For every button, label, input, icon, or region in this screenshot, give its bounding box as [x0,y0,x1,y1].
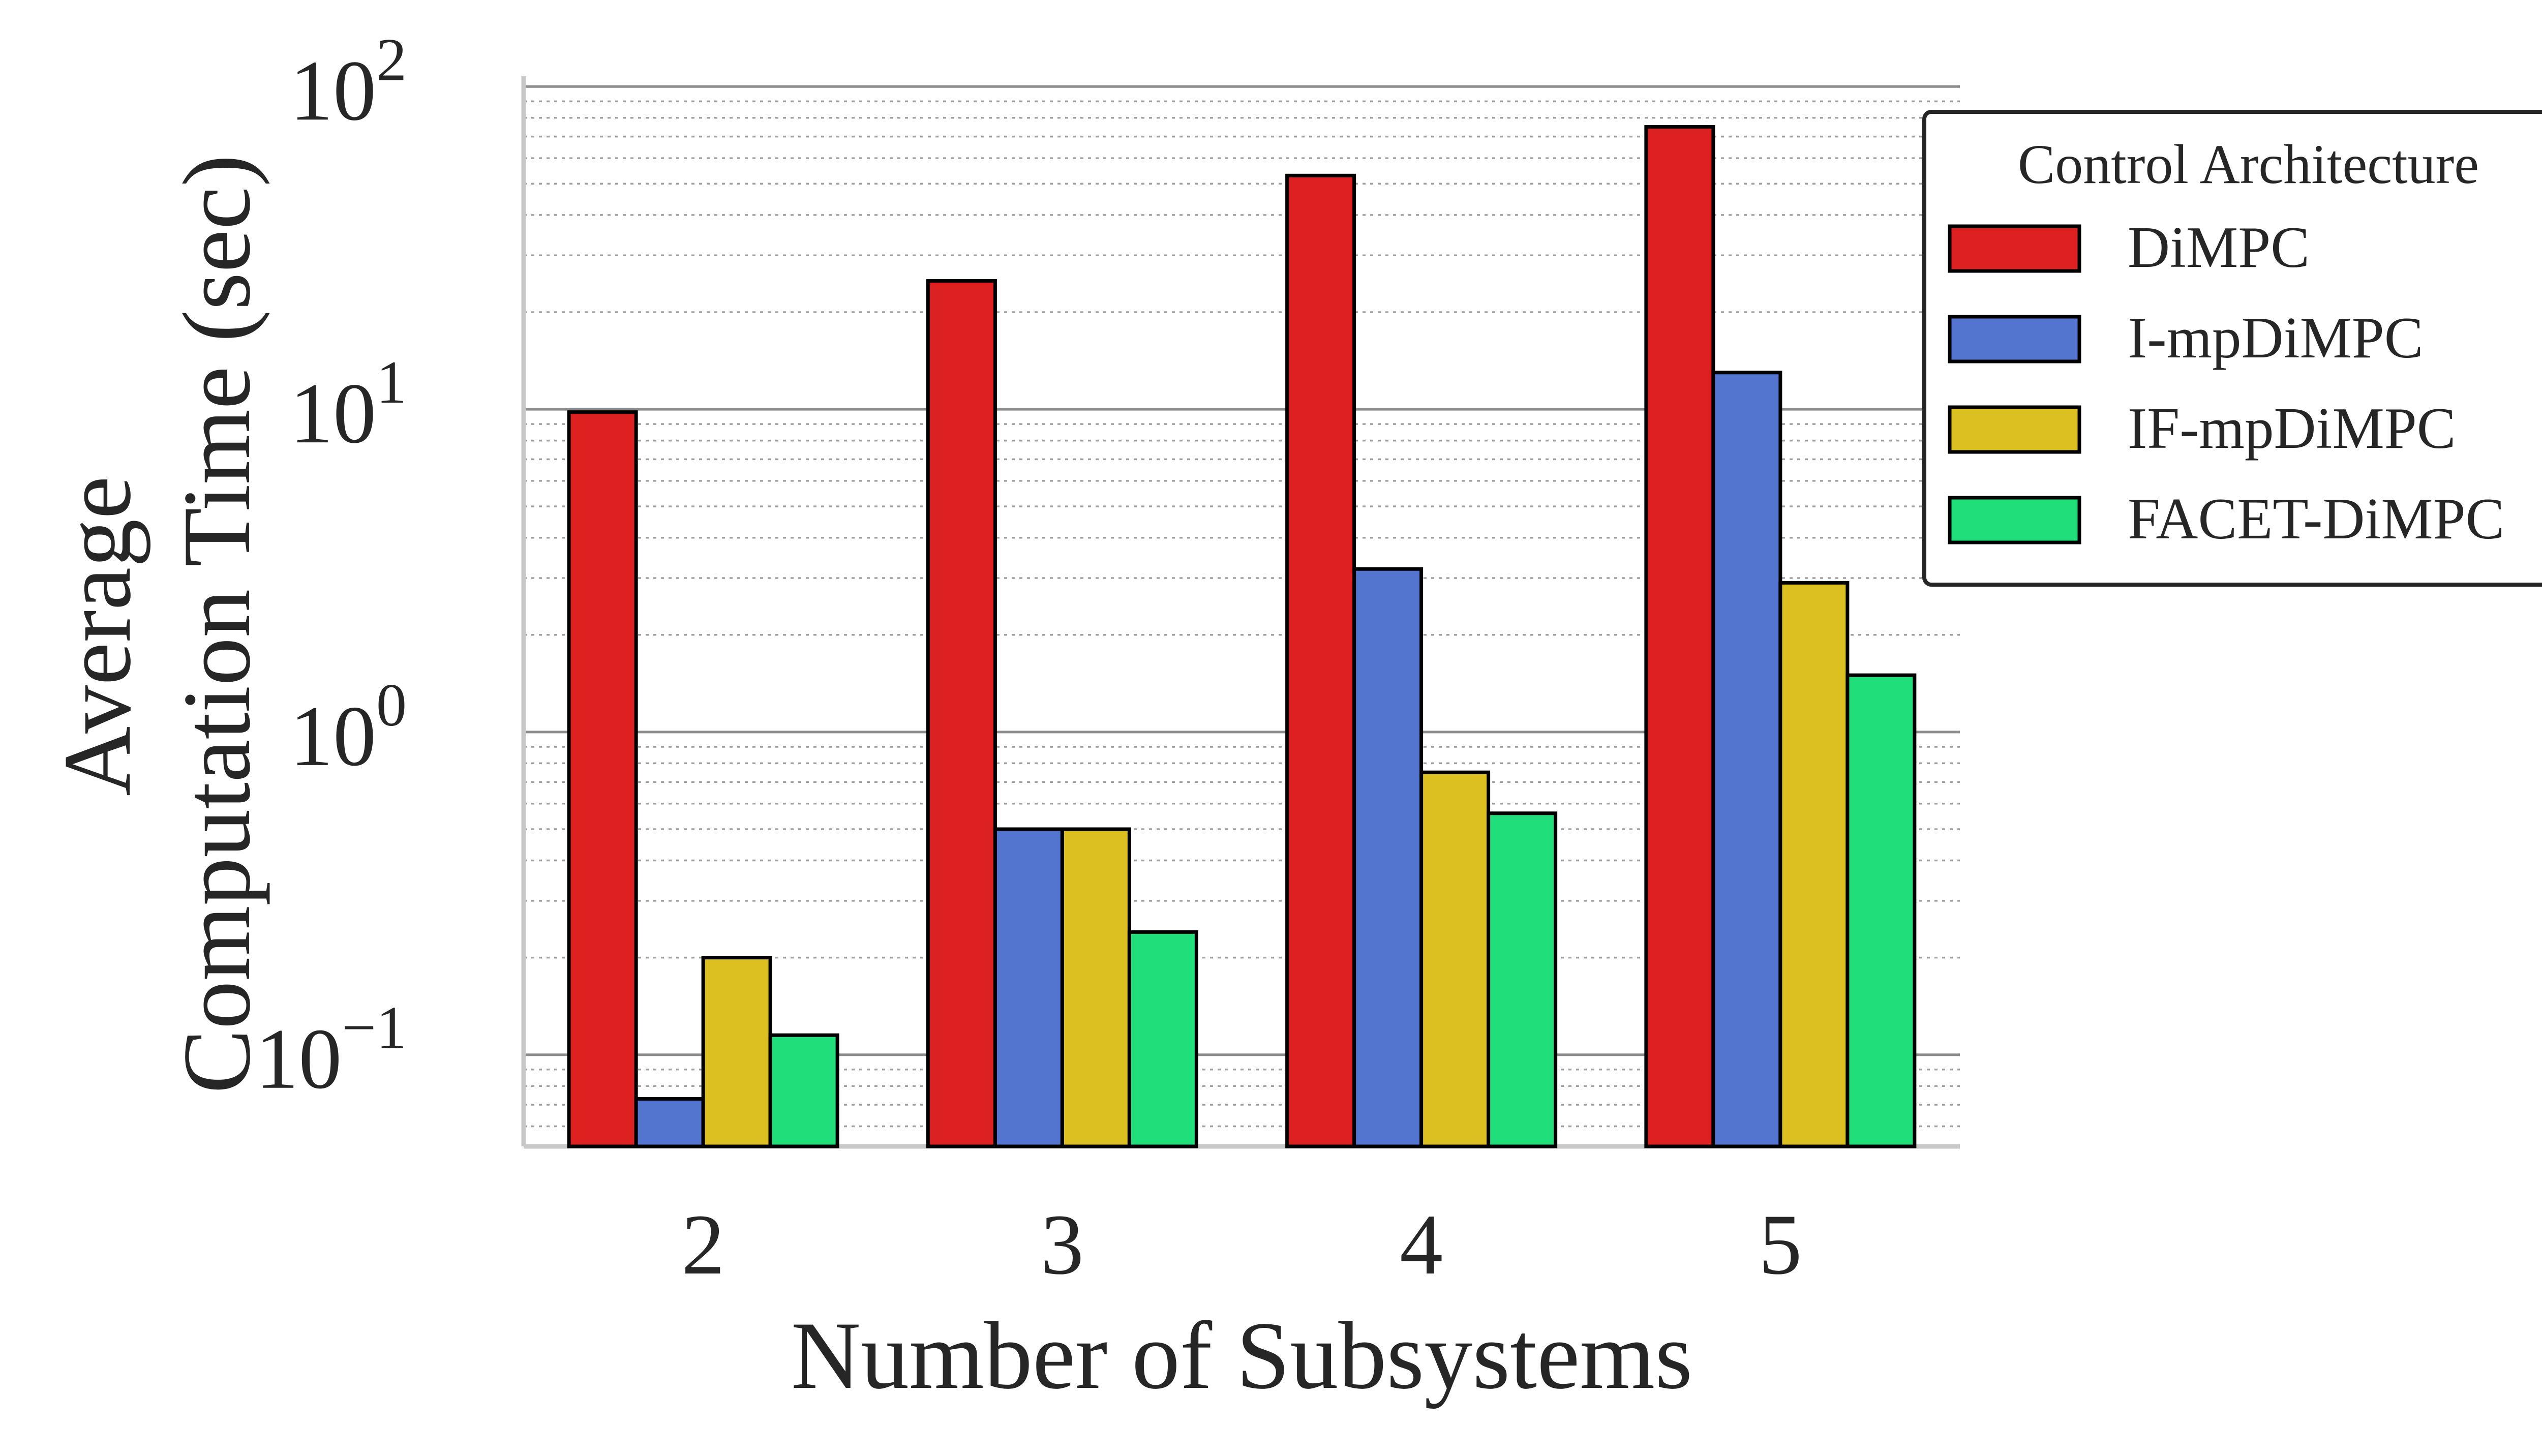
bar-facet-dimpc-4 [1487,811,1558,1148]
y-tick-label: 101 [290,348,407,461]
y-tick-label: 10−1 [255,994,407,1107]
bar-dimpc-4 [1285,173,1356,1148]
grid [524,85,1960,1128]
y-axis-title: Average Computation Time (sec) [44,155,270,1094]
bar-facet-dimpc-3 [1127,930,1198,1148]
bar-facet-dimpc-2 [768,1033,839,1148]
bar-if-mpdimpc-3 [1060,827,1131,1148]
legend-label: FACET-DiMPC [2128,487,2504,551]
legend-label: IF-mpDiMPC [2128,396,2456,461]
x-tick-labels: 2 3 4 5 [682,1197,1802,1292]
y-axis-title-line-2: Computation Time (sec) [164,155,270,1094]
bar-if-mpdimpc-2 [701,956,772,1148]
legend-swatch-dimpc [1948,224,2081,273]
y-tick-label: 102 [290,25,407,138]
bar-facet-dimpc-5 [1845,673,1917,1148]
y-axis-title-line-1: Average [44,476,151,796]
legend-swatch-i-mpdimpc [1948,315,2081,363]
x-tick-label: 2 [682,1197,725,1292]
legend-label: I-mpDiMPC [2128,306,2423,370]
x-tick-label: 4 [1400,1197,1443,1292]
bar-i-mpdimpc-3 [993,827,1064,1148]
bars [567,125,1917,1148]
legend-items: DiMPC I-mpDiMPC IF-mpDiMPC FACET-DiMPC [1948,215,2504,551]
bar-dimpc-5 [1644,125,1715,1148]
x-axis-title: Number of Subsystems [791,1302,1692,1409]
legend-label: DiMPC [2128,215,2310,280]
legend: Control Architecture DiMPC I-mpDiMPC IF-mp… [1922,110,2542,587]
y-tick-labels: 10−1 100 101 102 [255,25,407,1106]
bar-i-mpdimpc-4 [1352,567,1424,1148]
bar-dimpc-2 [567,410,638,1148]
y-tick-label: 100 [290,671,407,784]
bar-i-mpdimpc-2 [634,1097,705,1148]
bar-if-mpdimpc-5 [1778,581,1850,1148]
x-tick-label: 5 [1759,1197,1802,1292]
bar-if-mpdimpc-4 [1419,770,1491,1148]
legend-title: Control Architecture [2018,133,2479,195]
legend-swatch-if-mpdimpc [1948,405,2081,454]
legend-swatch-facet-dimpc [1948,496,2081,544]
bar-dimpc-3 [926,279,997,1148]
x-tick-label: 3 [1041,1197,1084,1292]
bar-i-mpdimpc-5 [1711,371,1782,1148]
